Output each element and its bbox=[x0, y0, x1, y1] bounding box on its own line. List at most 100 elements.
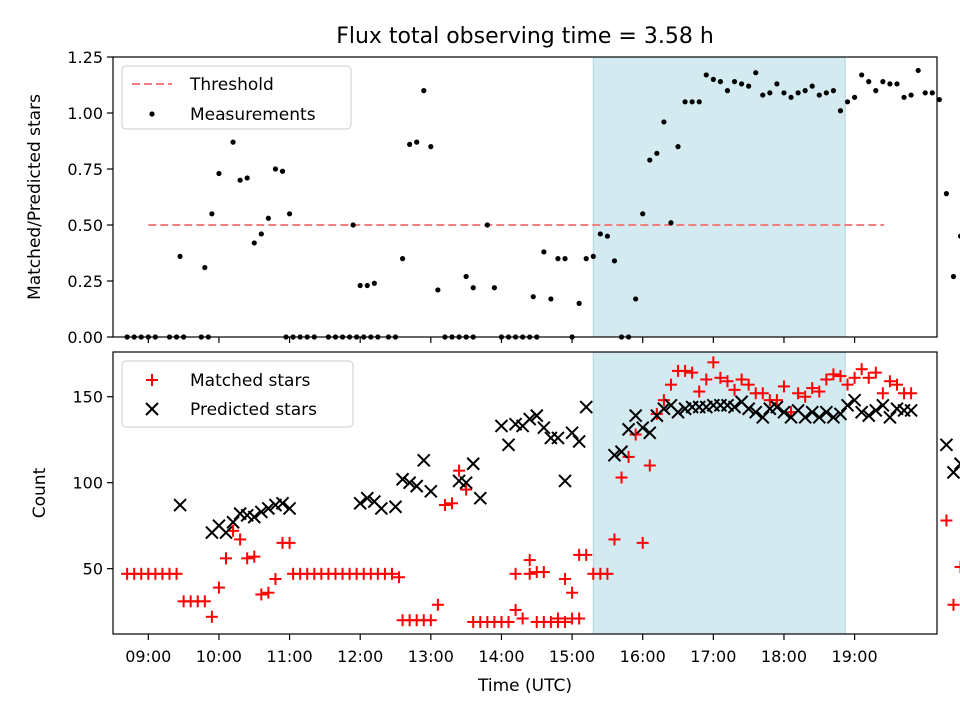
predicted-star-point bbox=[353, 496, 367, 511]
matched-star-point bbox=[241, 552, 254, 565]
measurement-point bbox=[421, 88, 427, 94]
measurement-point bbox=[357, 282, 363, 289]
measurement-point bbox=[682, 99, 688, 105]
matched-star-point bbox=[954, 560, 960, 573]
matched-star-point bbox=[559, 615, 572, 628]
matched-star-point bbox=[212, 581, 225, 594]
predicted-star-point bbox=[402, 475, 417, 490]
measurement-point bbox=[548, 296, 554, 302]
count-y-tick-label: 50 bbox=[83, 560, 103, 579]
predicted-star-point bbox=[261, 501, 276, 516]
measurement-point bbox=[950, 273, 957, 280]
predicted-star-point bbox=[523, 412, 537, 426]
predicted-star-point bbox=[812, 410, 826, 425]
matched-star-point bbox=[431, 598, 444, 611]
measurement-point bbox=[435, 287, 441, 293]
predicted-star-point bbox=[360, 491, 374, 505]
predicted-star-point bbox=[862, 408, 876, 423]
measurement-point bbox=[689, 99, 695, 105]
measurement-point bbox=[724, 88, 731, 94]
matched-star-point bbox=[393, 571, 406, 584]
measurement-point bbox=[753, 70, 759, 76]
matched-star-point bbox=[940, 514, 953, 527]
matched-star-point bbox=[813, 385, 826, 398]
legend-measurements-label: Measurements bbox=[190, 105, 316, 125]
x-tick-label: 12:00 bbox=[337, 647, 383, 666]
matched-star-point bbox=[820, 373, 833, 386]
matched-star-point bbox=[573, 612, 586, 625]
matched-star-point bbox=[615, 471, 628, 484]
measurement-point bbox=[760, 92, 766, 98]
measurement-point bbox=[555, 256, 561, 262]
predicted-star-point bbox=[777, 405, 791, 419]
measurement-point bbox=[530, 294, 536, 300]
predicted-star-point bbox=[883, 410, 897, 425]
predicted-star-point bbox=[869, 403, 883, 418]
predicted-star-point bbox=[226, 515, 240, 529]
measurement-point bbox=[852, 94, 858, 100]
measurement-point bbox=[590, 253, 596, 259]
matched-star-point bbox=[453, 464, 466, 477]
predicted-star-point bbox=[572, 434, 586, 449]
matched-star-point bbox=[855, 363, 868, 376]
predicted-star-point bbox=[247, 510, 261, 524]
matched-star-point bbox=[700, 373, 713, 386]
matched-star-point bbox=[947, 598, 960, 611]
predicted-star-point bbox=[953, 457, 960, 471]
ratio-y-tick-label: 0.75 bbox=[67, 160, 103, 179]
measurement-point bbox=[873, 88, 879, 94]
measurement-point bbox=[837, 108, 844, 114]
measurement-point bbox=[943, 191, 950, 197]
matched-star-point bbox=[580, 548, 593, 561]
matched-star-point bbox=[777, 380, 790, 393]
matched-star-point bbox=[622, 450, 635, 463]
predicted-star-point bbox=[459, 475, 473, 490]
measurement-point bbox=[597, 231, 603, 237]
predicted-star-point bbox=[798, 410, 812, 425]
measurement-point bbox=[364, 282, 370, 289]
matched-star-point bbox=[566, 586, 579, 599]
matched-star-point bbox=[657, 394, 670, 407]
matched-star-point bbox=[385, 567, 398, 580]
matched-star-point bbox=[799, 390, 812, 403]
matched-star-point bbox=[848, 371, 861, 384]
measurement-point bbox=[237, 177, 243, 183]
predicted-star-point bbox=[643, 426, 657, 440]
predicted-star-point bbox=[621, 422, 636, 437]
matched-star-point bbox=[728, 383, 741, 396]
x-tick-label: 16:00 bbox=[620, 647, 666, 666]
predicted-star-point bbox=[876, 398, 890, 413]
measurement-point bbox=[767, 90, 773, 96]
matched-star-point bbox=[686, 366, 699, 379]
measurement-point bbox=[823, 90, 829, 96]
predicted-star-point bbox=[805, 405, 819, 419]
predicted-star-point bbox=[219, 525, 233, 540]
measurement-point bbox=[463, 273, 469, 280]
measurement-point bbox=[661, 119, 667, 125]
predicted-star-point bbox=[417, 453, 431, 468]
matched-star-point bbox=[220, 552, 233, 565]
measurement-point bbox=[887, 81, 893, 87]
predicted-star-point bbox=[607, 448, 622, 462]
matched-star-point bbox=[248, 550, 261, 563]
matched-star-point bbox=[255, 588, 268, 601]
predicted-star-point bbox=[275, 496, 290, 511]
predicted-star-point bbox=[537, 420, 551, 435]
matched-star-point bbox=[792, 387, 805, 400]
matched-star-point bbox=[509, 603, 522, 616]
matched-star-point bbox=[742, 378, 755, 391]
measurement-point bbox=[703, 72, 709, 78]
ratio-y-tick-label: 0.00 bbox=[67, 328, 103, 347]
measurement-point bbox=[576, 300, 582, 306]
x-tick-label: 13:00 bbox=[408, 647, 454, 666]
predicted-star-point bbox=[904, 403, 918, 418]
matched-star-point bbox=[198, 595, 211, 608]
matched-star-point bbox=[283, 536, 296, 549]
matched-star-point bbox=[650, 407, 663, 420]
measurement-point bbox=[774, 81, 780, 87]
measurement-point bbox=[633, 296, 639, 302]
measurement-point bbox=[251, 240, 257, 246]
predicted-star-point bbox=[374, 501, 389, 516]
matched-star-point bbox=[234, 533, 247, 546]
